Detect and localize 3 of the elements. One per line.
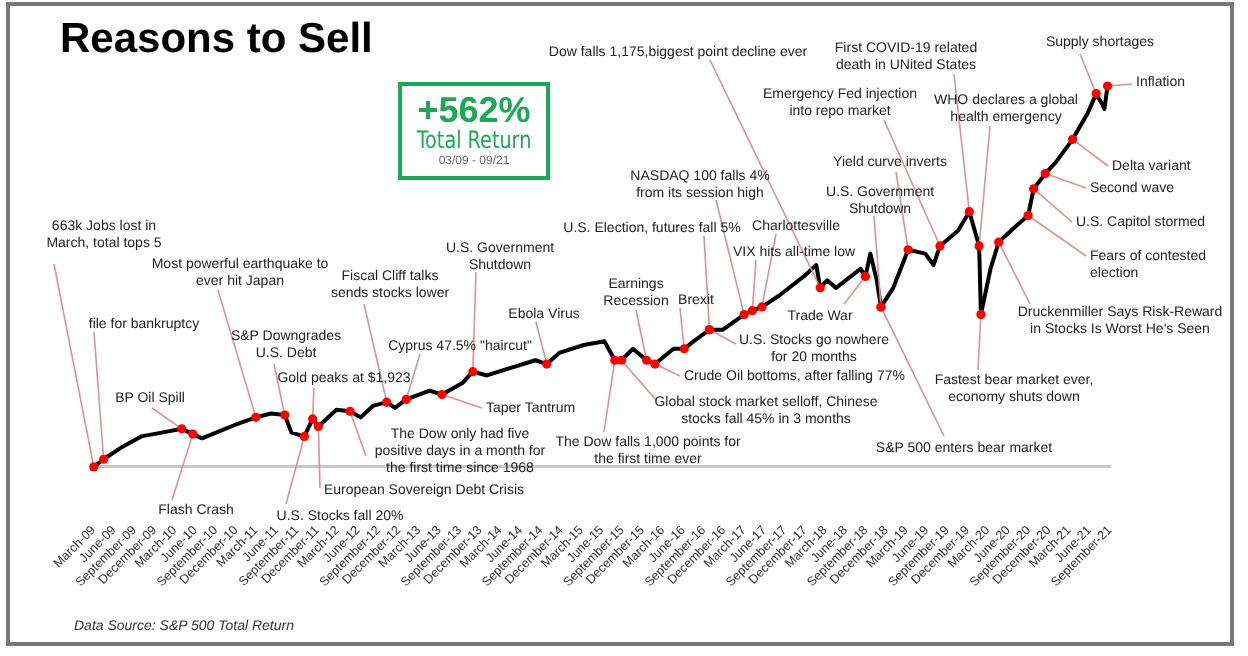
annotation: +562%: [417, 90, 533, 130]
annotation: Total Return: [416, 126, 532, 154]
chart-title: Reasons to Sell: [60, 16, 373, 64]
